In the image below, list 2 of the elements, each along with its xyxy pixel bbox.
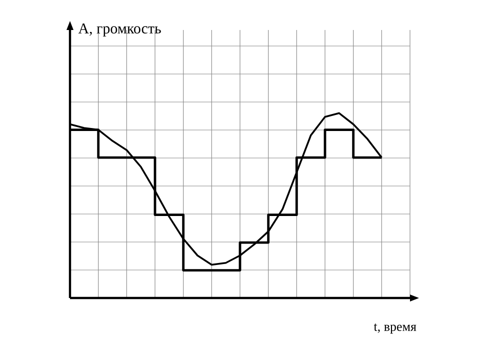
x-axis-title: t, время — [374, 324, 416, 334]
text: A, громкость — [78, 23, 161, 37]
